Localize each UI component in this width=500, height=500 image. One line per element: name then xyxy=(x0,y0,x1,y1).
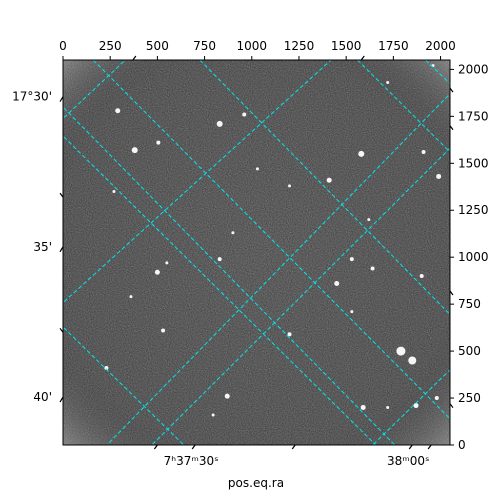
top-tick-label: 500 xyxy=(146,39,169,53)
grid-line-dec xyxy=(63,60,126,120)
right-tick-label: 750 xyxy=(458,297,481,311)
right-tick-label: 1500 xyxy=(458,156,489,170)
right-world-tick xyxy=(449,290,454,296)
ra-minor-tick xyxy=(291,444,296,450)
star xyxy=(421,150,426,155)
dec-tick xyxy=(59,246,64,253)
top-tick-label: 2000 xyxy=(425,39,456,53)
top-tick-label: 1500 xyxy=(331,39,362,53)
star xyxy=(370,266,375,271)
image-panel xyxy=(63,60,450,445)
star xyxy=(231,231,235,235)
image-edge-glow xyxy=(63,60,450,445)
star xyxy=(408,356,417,365)
top-tick-label: 1250 xyxy=(284,39,315,53)
star xyxy=(358,150,365,157)
star xyxy=(211,413,215,417)
top-tick-label: 750 xyxy=(193,39,216,53)
star xyxy=(434,396,439,401)
right-pixel-axis: 0 250 500 750 1000 1250 1500 1750 2000 xyxy=(450,62,489,452)
star xyxy=(154,269,160,275)
top-pixel-axis: 0 250 500 750 1000 1250 1500 1750 2000 xyxy=(59,39,456,60)
right-tick-label: 1750 xyxy=(458,109,489,123)
dec-tick-label: 35' xyxy=(33,240,52,254)
top-tick-label: 1000 xyxy=(237,39,268,53)
grid-line-dec xyxy=(63,106,396,445)
right-tick-label: 1000 xyxy=(458,250,489,264)
right-world-tick xyxy=(449,403,454,409)
right-tick-label: 500 xyxy=(458,344,481,358)
ra-tick-label: 7ʰ37ᵐ30ˢ xyxy=(164,454,219,468)
star xyxy=(436,173,442,179)
star xyxy=(242,112,247,117)
star xyxy=(115,108,121,114)
grid-line-dec xyxy=(371,369,450,445)
ra-minor-tick xyxy=(153,444,158,450)
grid-line-dec xyxy=(425,60,450,84)
dec-tick xyxy=(59,96,64,102)
dec-tick-label: 40' xyxy=(33,390,52,404)
ra-tick xyxy=(191,444,196,450)
star xyxy=(413,403,419,409)
star xyxy=(112,189,116,193)
star xyxy=(224,393,230,399)
star xyxy=(334,280,340,286)
right-tick-label: 1250 xyxy=(458,203,489,217)
x-axis-title: pos.eq.ra xyxy=(228,476,284,490)
star xyxy=(287,332,292,337)
star xyxy=(161,328,166,333)
star xyxy=(360,404,366,410)
star xyxy=(131,147,138,154)
star xyxy=(255,167,259,171)
grid-line-dec xyxy=(106,93,450,445)
dec-tick xyxy=(59,396,64,403)
star xyxy=(288,184,292,188)
star xyxy=(367,218,371,222)
star xyxy=(396,346,406,356)
grid-line-ra xyxy=(199,60,450,315)
star xyxy=(386,405,390,409)
star xyxy=(129,295,133,299)
ra-tick xyxy=(408,444,413,450)
star xyxy=(216,120,223,127)
right-world-tick xyxy=(449,125,454,131)
star xyxy=(217,257,222,262)
ra-tick-label: 38ᵐ00ˢ xyxy=(387,454,430,468)
top-tick-label: 1750 xyxy=(378,39,409,53)
stars-layer xyxy=(104,64,442,417)
grid-line-dec xyxy=(63,60,332,304)
right-tick-label: 250 xyxy=(458,391,481,405)
plot-frame xyxy=(62,59,451,446)
right-tick-label: 0 xyxy=(458,438,466,452)
dec-minor-tick xyxy=(59,327,64,333)
bottom-right-ascension-axis: 7ʰ37ᵐ30ˢ 38ᵐ00ˢ xyxy=(132,55,454,468)
top-world-tick xyxy=(360,55,365,61)
top-tick-label: 250 xyxy=(99,39,122,53)
star xyxy=(349,257,354,262)
ra-minor-tick xyxy=(427,444,432,450)
right-tick-label: 2000 xyxy=(458,62,489,76)
star xyxy=(419,273,424,278)
star xyxy=(156,140,161,145)
star xyxy=(386,81,390,85)
grid-line-ra xyxy=(63,326,185,445)
left-declination-axis: 17°30' 35' 40' xyxy=(12,90,64,404)
coordinate-grid xyxy=(63,60,450,445)
top-tick-label: 0 xyxy=(59,39,67,53)
dec-minor-tick xyxy=(59,192,64,198)
star xyxy=(326,177,332,183)
star xyxy=(165,261,169,265)
star xyxy=(350,310,354,314)
grid-line-ra xyxy=(63,135,377,445)
dec-tick-label: 17°30' xyxy=(12,90,52,104)
right-world-tick xyxy=(449,87,454,93)
star xyxy=(104,366,109,370)
grid-line-ra xyxy=(357,60,450,153)
top-world-tick xyxy=(132,55,137,61)
